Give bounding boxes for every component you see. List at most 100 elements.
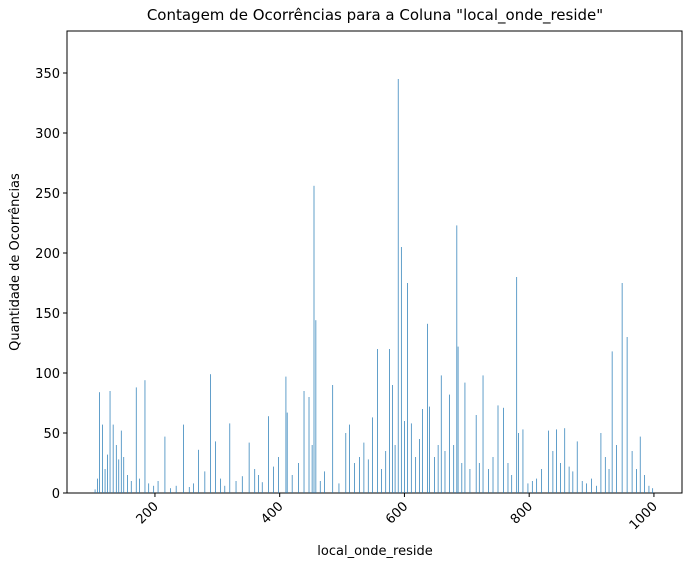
bar [332,385,334,493]
bar [315,320,317,493]
bar [536,478,538,493]
bar [303,391,305,493]
bar [164,436,166,493]
bar [123,457,125,493]
bar [109,391,111,493]
bar [254,469,256,493]
bar [541,469,543,493]
bar [99,392,100,493]
bar [224,485,226,493]
chart-title: Contagem de Ocorrências para a Coluna "l… [147,6,603,25]
bar [516,277,518,493]
bar [104,469,106,493]
bar [144,380,146,493]
bar [115,445,117,493]
bar [298,463,299,493]
bar [434,457,435,493]
bar [404,421,405,493]
bar [464,382,466,493]
bar [644,475,645,493]
bar [235,481,237,493]
bar [518,433,519,493]
bar [359,457,360,493]
bar [363,442,365,493]
bar [130,481,132,493]
bar [527,483,529,493]
bar [319,481,321,493]
bar [440,375,442,493]
bar [419,439,420,493]
bar [241,476,243,493]
bar [503,407,504,493]
bar [394,445,396,493]
bar [448,394,450,493]
x-tick-label: 200 [134,499,162,527]
bar [453,445,455,493]
y-tick-label: 200 [35,247,60,262]
bar [564,428,566,493]
bar [286,412,288,493]
bar [273,466,274,493]
bar [576,441,578,493]
bar [397,79,399,493]
bar [410,423,412,493]
x-tick-label: 600 [383,499,411,527]
x-tick-label: 1000 [627,499,661,533]
bar [367,459,369,493]
bar [220,478,221,493]
bar [511,475,513,493]
bar [261,482,263,493]
bar [324,471,325,493]
bar [278,457,279,493]
bar [215,441,216,493]
bar [157,481,159,493]
bar [204,471,206,493]
bar [604,457,606,493]
bar [437,445,439,493]
y-tick-label: 250 [35,187,60,202]
bar [478,463,480,493]
bar [636,469,637,493]
bar [444,451,446,493]
bar [120,430,122,493]
bar [127,475,128,493]
bar [616,445,617,493]
bar [572,471,574,493]
bar [372,417,373,493]
bar [94,489,96,493]
bar [112,424,114,493]
bar [229,423,231,493]
bar [258,475,259,493]
bar [291,475,293,493]
bar [193,483,194,493]
bar [389,349,390,493]
bar [497,405,499,493]
bar [338,483,340,493]
bar [345,433,347,493]
bar [631,451,633,493]
bar [268,416,269,493]
bar [308,397,310,493]
bar [354,463,355,493]
bar [475,415,477,493]
bar [552,451,554,493]
bar [457,346,459,493]
bar [648,485,650,493]
bar [210,374,211,493]
bar [400,247,402,493]
bar [175,485,177,493]
bar [381,469,382,493]
bar [461,463,463,493]
bar [285,376,287,493]
x-tick-label: 800 [508,499,536,527]
bar [429,406,430,493]
bar [422,409,423,493]
bar [97,478,98,493]
bar [568,466,570,493]
bar [427,323,428,493]
y-tick-label: 150 [35,307,60,322]
bar [407,283,408,493]
bar [531,481,533,493]
y-tick-label: 0 [52,487,60,502]
bar [522,429,524,493]
